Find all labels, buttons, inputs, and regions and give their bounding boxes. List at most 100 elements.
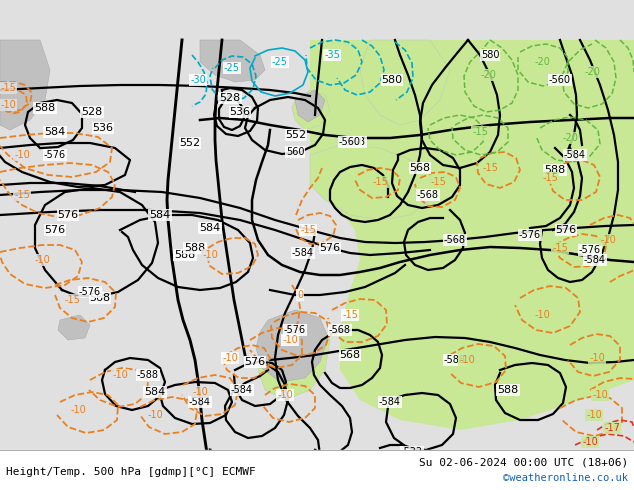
Text: Su 02-06-2024 00:00 UTC (18+06): Su 02-06-2024 00:00 UTC (18+06) xyxy=(418,457,628,467)
Text: ©weatheronline.co.uk: ©weatheronline.co.uk xyxy=(503,473,628,483)
Bar xyxy=(0,450,634,490)
Text: 580: 580 xyxy=(382,75,403,85)
Text: -10: -10 xyxy=(70,405,86,415)
Text: -584: -584 xyxy=(231,385,253,395)
Text: -576: -576 xyxy=(579,245,601,255)
Text: 588: 588 xyxy=(545,165,566,175)
Text: -15: -15 xyxy=(552,243,568,253)
Text: 576: 576 xyxy=(58,210,79,220)
Text: -15: -15 xyxy=(14,190,30,200)
Text: 0: 0 xyxy=(297,290,303,300)
Text: -10: -10 xyxy=(600,235,616,245)
Text: -10: -10 xyxy=(112,370,128,380)
Text: -20: -20 xyxy=(480,70,496,80)
Text: -15: -15 xyxy=(300,225,316,235)
Text: 528: 528 xyxy=(81,107,103,117)
Text: -584: -584 xyxy=(584,255,606,265)
Text: -560: -560 xyxy=(339,137,361,147)
Text: 584: 584 xyxy=(44,127,66,137)
Text: 588: 588 xyxy=(184,243,205,253)
Text: -576: -576 xyxy=(284,325,306,335)
Text: -15: -15 xyxy=(342,310,358,320)
Text: -20: -20 xyxy=(584,67,600,77)
Polygon shape xyxy=(310,40,634,430)
Polygon shape xyxy=(498,40,634,250)
Text: -588: -588 xyxy=(137,370,159,380)
Text: -533: -533 xyxy=(401,447,423,457)
Text: 528: 528 xyxy=(219,93,241,103)
Text: -10: -10 xyxy=(0,100,16,110)
Text: -10: -10 xyxy=(459,355,475,365)
Text: -10: -10 xyxy=(192,387,208,397)
Text: -30: -30 xyxy=(190,75,206,85)
Text: -15: -15 xyxy=(64,295,80,305)
Polygon shape xyxy=(310,145,430,220)
Text: 584: 584 xyxy=(145,387,165,397)
Text: -576: -576 xyxy=(519,230,541,240)
Text: -584: -584 xyxy=(189,397,211,407)
Polygon shape xyxy=(256,310,328,382)
Text: -576: -576 xyxy=(44,150,66,160)
Text: -576: -576 xyxy=(79,287,101,297)
Text: -15: -15 xyxy=(542,173,558,183)
Text: -15: -15 xyxy=(372,177,388,187)
Text: 568: 568 xyxy=(339,350,361,360)
Text: 588: 588 xyxy=(34,103,56,113)
Text: -10: -10 xyxy=(586,410,602,420)
Text: -25: -25 xyxy=(272,57,288,67)
Text: -17: -17 xyxy=(604,423,620,433)
Text: 552: 552 xyxy=(285,130,307,140)
Text: 552: 552 xyxy=(179,138,200,148)
Text: -10: -10 xyxy=(277,390,293,400)
Text: 536: 536 xyxy=(230,107,250,117)
Text: -15: -15 xyxy=(472,127,488,137)
Text: -568: -568 xyxy=(344,137,366,147)
Text: -10: -10 xyxy=(589,353,605,363)
Polygon shape xyxy=(292,90,330,130)
Text: 576: 576 xyxy=(245,357,266,367)
Text: 576: 576 xyxy=(555,225,576,235)
Text: -10: -10 xyxy=(222,353,238,363)
Text: 560: 560 xyxy=(286,147,304,157)
Text: -10: -10 xyxy=(282,335,298,345)
Text: -560: -560 xyxy=(549,75,571,85)
Text: -15: -15 xyxy=(430,177,446,187)
Text: -584: -584 xyxy=(564,150,586,160)
Text: -10: -10 xyxy=(592,390,608,400)
Text: -15: -15 xyxy=(482,163,498,173)
Text: -20: -20 xyxy=(534,57,550,67)
Text: -35: -35 xyxy=(324,50,340,60)
Text: -10: -10 xyxy=(34,255,50,265)
Text: -584: -584 xyxy=(379,397,401,407)
Text: -25: -25 xyxy=(224,63,240,73)
Polygon shape xyxy=(258,310,330,400)
Polygon shape xyxy=(58,315,90,340)
Polygon shape xyxy=(295,90,325,122)
Text: -588: -588 xyxy=(444,355,466,365)
Text: -568: -568 xyxy=(417,190,439,200)
Text: 588: 588 xyxy=(498,385,519,395)
Text: -10: -10 xyxy=(534,310,550,320)
Text: 568: 568 xyxy=(89,293,110,303)
Text: -568: -568 xyxy=(329,325,351,335)
Text: -10: -10 xyxy=(582,437,598,447)
Polygon shape xyxy=(0,40,50,130)
Polygon shape xyxy=(360,40,450,125)
Text: 576: 576 xyxy=(44,225,65,235)
Text: -10: -10 xyxy=(147,410,163,420)
Text: 536: 536 xyxy=(93,123,113,133)
Text: 584: 584 xyxy=(150,210,171,220)
Text: -584: -584 xyxy=(292,248,314,258)
Text: 584: 584 xyxy=(199,223,221,233)
Text: 588: 588 xyxy=(174,250,196,260)
Text: -20: -20 xyxy=(562,133,578,143)
Text: Height/Temp. 500 hPa [gdmp][°C] ECMWF: Height/Temp. 500 hPa [gdmp][°C] ECMWF xyxy=(6,467,256,477)
Text: -10: -10 xyxy=(14,150,30,160)
Text: 568: 568 xyxy=(410,163,430,173)
Text: 576: 576 xyxy=(320,243,340,253)
Text: -568: -568 xyxy=(444,235,466,245)
Polygon shape xyxy=(200,40,265,82)
Text: 580: 580 xyxy=(481,50,499,60)
Text: -15: -15 xyxy=(0,83,16,93)
Text: -10: -10 xyxy=(202,250,218,260)
